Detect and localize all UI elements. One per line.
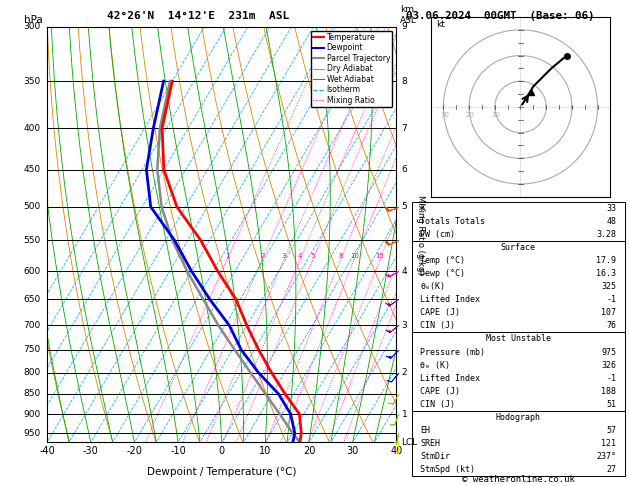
Text: kt: kt: [436, 20, 445, 29]
Text: 03.06.2024  00GMT  (Base: 06): 03.06.2024 00GMT (Base: 06): [406, 11, 594, 21]
Text: 5: 5: [401, 202, 407, 211]
Text: 15: 15: [376, 253, 384, 259]
Text: 975: 975: [601, 347, 616, 357]
Bar: [412, 411, 625, 476]
Text: 8: 8: [338, 253, 343, 259]
Text: Lifted Index: Lifted Index: [421, 295, 481, 304]
Text: 7: 7: [401, 123, 407, 133]
Text: Surface: Surface: [501, 243, 536, 252]
Text: 27: 27: [606, 465, 616, 474]
Text: 950: 950: [24, 429, 41, 437]
Text: StmDir: StmDir: [421, 452, 450, 461]
Text: -30: -30: [83, 446, 99, 456]
Text: 51: 51: [606, 400, 616, 409]
Text: km
ASL: km ASL: [400, 5, 416, 25]
Text: 48: 48: [606, 217, 616, 226]
Text: LCL: LCL: [401, 438, 418, 447]
Text: 8: 8: [401, 77, 407, 86]
Text: 237°: 237°: [596, 452, 616, 461]
Text: PW (cm): PW (cm): [421, 230, 455, 239]
Text: Lifted Index: Lifted Index: [421, 374, 481, 382]
Text: 3: 3: [282, 253, 286, 259]
Text: 325: 325: [601, 282, 616, 291]
Text: 40: 40: [390, 446, 403, 456]
Text: hPa: hPa: [25, 15, 43, 25]
Text: -1: -1: [606, 295, 616, 304]
Text: 800: 800: [24, 368, 41, 377]
Text: CAPE (J): CAPE (J): [421, 387, 460, 396]
Text: 3.28: 3.28: [596, 230, 616, 239]
Text: 400: 400: [24, 123, 41, 133]
Text: 700: 700: [24, 321, 41, 330]
Text: Dewp (°C): Dewp (°C): [421, 269, 465, 278]
Text: θₑ (K): θₑ (K): [421, 361, 450, 370]
Text: 107: 107: [601, 308, 616, 317]
Text: CIN (J): CIN (J): [421, 321, 455, 330]
Text: 188: 188: [601, 387, 616, 396]
Text: 16.3: 16.3: [596, 269, 616, 278]
Text: 600: 600: [24, 267, 41, 276]
Text: -40: -40: [39, 446, 55, 456]
Text: 650: 650: [24, 295, 41, 304]
Text: 10: 10: [350, 253, 359, 259]
Text: 5: 5: [311, 253, 315, 259]
Text: 20: 20: [466, 112, 475, 118]
Text: 121: 121: [601, 439, 616, 448]
Text: Dewpoint / Temperature (°C): Dewpoint / Temperature (°C): [147, 467, 296, 477]
Bar: [412, 241, 625, 332]
Text: K: K: [421, 204, 425, 213]
Text: 1: 1: [225, 253, 230, 259]
Text: 57: 57: [606, 426, 616, 435]
Bar: [412, 332, 625, 411]
Text: 30: 30: [347, 446, 359, 456]
Text: 33: 33: [606, 204, 616, 213]
Text: 2: 2: [401, 368, 407, 377]
Text: 1: 1: [401, 410, 407, 418]
Text: 500: 500: [24, 202, 41, 211]
Text: 10: 10: [259, 446, 272, 456]
Text: 326: 326: [601, 361, 616, 370]
Text: θₑ(K): θₑ(K): [421, 282, 445, 291]
Text: 550: 550: [24, 236, 41, 245]
Text: 20: 20: [303, 446, 315, 456]
Text: 0: 0: [219, 446, 225, 456]
Text: CAPE (J): CAPE (J): [421, 308, 460, 317]
Text: SREH: SREH: [421, 439, 440, 448]
Text: 450: 450: [24, 165, 41, 174]
Text: 4: 4: [401, 267, 407, 276]
Text: 10: 10: [492, 112, 501, 118]
Legend: Temperature, Dewpoint, Parcel Trajectory, Dry Adiabat, Wet Adiabat, Isotherm, Mi: Temperature, Dewpoint, Parcel Trajectory…: [311, 31, 392, 107]
Text: 850: 850: [24, 389, 41, 399]
Text: 30: 30: [440, 112, 449, 118]
Text: -20: -20: [126, 446, 142, 456]
Text: -1: -1: [606, 374, 616, 382]
Text: 6: 6: [401, 165, 407, 174]
Text: EH: EH: [421, 426, 430, 435]
Text: © weatheronline.co.uk: © weatheronline.co.uk: [462, 474, 576, 484]
Text: 4: 4: [298, 253, 303, 259]
Text: 350: 350: [24, 77, 41, 86]
Text: CIN (J): CIN (J): [421, 400, 455, 409]
Text: 900: 900: [24, 410, 41, 418]
Text: StmSpd (kt): StmSpd (kt): [421, 465, 476, 474]
Text: Most Unstable: Most Unstable: [486, 334, 551, 344]
Text: 2: 2: [260, 253, 265, 259]
Text: 76: 76: [606, 321, 616, 330]
Text: 750: 750: [24, 345, 41, 354]
Text: Hodograph: Hodograph: [496, 413, 541, 422]
Text: -10: -10: [170, 446, 186, 456]
Text: 300: 300: [24, 22, 41, 31]
Text: 17.9: 17.9: [596, 256, 616, 265]
Text: 3: 3: [401, 321, 407, 330]
Bar: [412, 202, 625, 241]
Text: 9: 9: [401, 22, 407, 31]
Text: Totals Totals: Totals Totals: [421, 217, 486, 226]
Text: 42°26'N  14°12'E  231m  ASL: 42°26'N 14°12'E 231m ASL: [107, 11, 289, 21]
Text: Pressure (mb): Pressure (mb): [421, 347, 486, 357]
Text: Mixing Ratio (g/kg): Mixing Ratio (g/kg): [416, 195, 425, 274]
Text: Temp (°C): Temp (°C): [421, 256, 465, 265]
